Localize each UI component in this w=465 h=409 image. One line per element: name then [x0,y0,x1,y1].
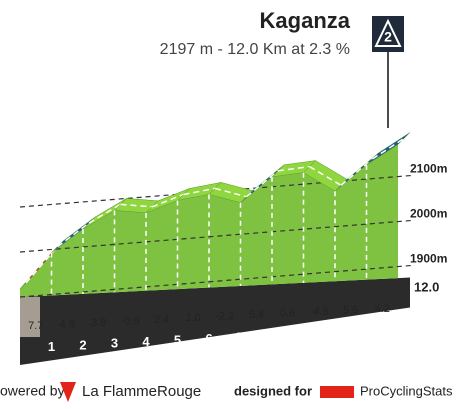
gradient-label: 5.4 [249,309,264,321]
x-tick-label: 8 [268,328,275,343]
gradient-label: 7.7 [28,320,43,332]
center-dash [372,137,405,160]
center-dash [151,193,184,208]
grid-line [19,219,415,253]
chart-subtitle: 2197 m - 12.0 Km at 2.3 % [160,41,350,58]
center-dash [88,203,121,224]
footer-designed: designed for [234,383,312,398]
start-wall [20,297,40,337]
pcs-logo [320,386,354,398]
footer-site: ProCyclingStats [360,383,453,398]
category-label: 2 [384,29,392,45]
y-tick-label: 2000m [410,207,447,221]
chart-title: Kaganza [260,8,351,33]
center-dash [309,165,342,186]
grid-line [19,264,415,298]
center-dash [183,187,216,196]
x-tick-label: 3 [111,336,118,351]
x-tick-label: 4 [142,334,150,349]
base-slab [20,277,410,365]
front-face [20,144,398,297]
gradient-label: 5.5 [343,304,358,316]
gradient-label: 3.8 [91,317,106,329]
center-dash [214,187,247,198]
gradient-label: -2.2 [215,311,234,323]
x-tick-label: 9 [300,326,307,341]
grid-line [19,174,415,208]
x-tick-label: 11 [360,323,374,338]
badge-triangle [374,18,402,47]
x-tick-label: 2 [79,337,86,352]
gradient-label: 0.6 [280,308,295,320]
x-tick-label: 6 [205,331,212,346]
x-end-label: 12.0 [414,280,439,295]
x-tick-label: 7 [237,329,244,344]
gradient-label: 2.4 [154,314,169,326]
center-dash [57,222,90,248]
center-dash [277,165,310,172]
gradient-label: 4.9 [60,319,75,331]
y-tick-label: 2100m [410,162,447,176]
center-dash [120,203,153,208]
flamme-logo [60,382,76,402]
gradient-label: -4.5 [310,306,329,318]
y-tick-label: 1900m [410,252,447,266]
gradient-label: 4.2 [375,303,390,315]
footer-brand: La FlammeRouge [82,383,201,400]
center-dash [246,170,279,198]
x-tick-label: 1 [48,339,55,354]
profile: 1900m 2000m 2100m 7.7 4.9 3.8 -0.9 2.4 1.0 -2.2 5.… [19,132,447,365]
gradient-label: 1.0 [186,312,201,324]
center-dash [340,158,373,186]
x-tick-label: 10 [328,325,342,340]
x-tick-label: 5 [174,333,181,348]
gradient-label: -0.9 [121,315,140,327]
footer-powered: owered by [0,383,65,399]
